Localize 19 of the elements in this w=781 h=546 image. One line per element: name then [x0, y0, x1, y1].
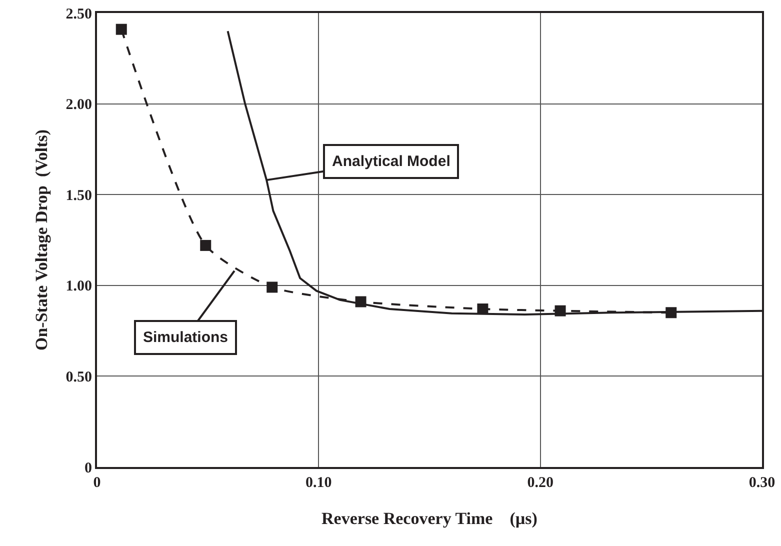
- point: [554, 305, 566, 316]
- point: [116, 24, 127, 35]
- point: [200, 240, 212, 251]
- point: [355, 296, 366, 308]
- x-tick-label: 0.30: [748, 475, 776, 491]
- y-tick-label: 2.50: [66, 6, 92, 22]
- y-tick-label: 0: [84, 460, 92, 476]
- y-tick-label: 2.00: [66, 97, 92, 114]
- annotation: Simulations: [143, 329, 228, 346]
- annotation: Analytical Model: [332, 153, 450, 170]
- y-tick-label: 1.00: [66, 278, 92, 295]
- point: [666, 307, 677, 318]
- y-axis-title: On-State Voltage Drop (Volts): [32, 129, 51, 351]
- x-tick-label: 0.20: [527, 475, 554, 491]
- y-tick-label: 1.50: [66, 188, 92, 204]
- x-axis-title: Reverse Recovery Time (µs): [322, 508, 538, 528]
- y-tick-label: 0.50: [66, 369, 92, 386]
- point: [266, 282, 278, 293]
- x-tick-label: 0.10: [306, 475, 332, 491]
